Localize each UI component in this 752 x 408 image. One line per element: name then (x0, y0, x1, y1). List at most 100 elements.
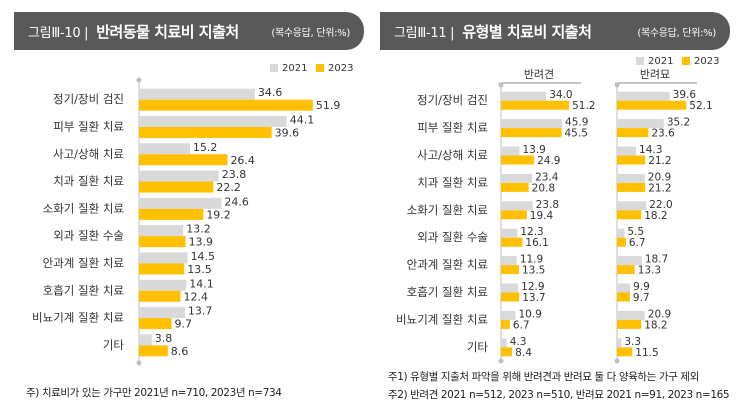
data-label-2021: 12.3 (520, 226, 543, 238)
bar-2023 (617, 265, 635, 275)
bar-2021 (139, 252, 188, 264)
data-label-2021: 23.4 (535, 171, 559, 183)
data-label-2023: 13.3 (638, 265, 661, 277)
category-label: 기타 (103, 338, 125, 352)
bar-2021 (617, 283, 631, 293)
data-label-2021: 22.0 (649, 199, 672, 211)
category-label: 호흡기 질환 치료 (43, 283, 124, 297)
data-label-2021: 15.2 (193, 141, 218, 154)
unit-label: (복수응답, 단위:%) (271, 27, 350, 39)
bar-2023 (139, 154, 228, 166)
category-label: 치과 질환 치료 (417, 175, 488, 189)
data-label-2023: 9.7 (174, 318, 192, 331)
axis-dot (614, 82, 620, 88)
data-label-2023: 8.6 (171, 345, 189, 358)
legend-label-2021: 2021 (282, 63, 307, 74)
category-label: 안과계 질환 치료 (43, 256, 124, 270)
category-label: 소화기 질환 치료 (407, 203, 488, 217)
data-label-2023: 16.1 (525, 237, 548, 249)
unit-label: (복수응답, 단위:%) (637, 27, 716, 39)
data-label-2023: 51.9 (316, 99, 341, 112)
data-label-2023: 52.1 (689, 100, 712, 112)
bar-2021 (139, 197, 222, 209)
data-label-2023: 6.7 (629, 237, 646, 249)
bar-2021 (617, 256, 642, 266)
bar-2023 (501, 292, 520, 302)
bar-2023 (139, 236, 186, 248)
axis-dot (498, 358, 504, 364)
data-label-2021: 13.2 (186, 223, 211, 236)
data-label-2021: 44.1 (290, 113, 315, 126)
bar-2023 (139, 208, 204, 220)
figure-banner-left: 그림Ⅲ-10 | 반려동물 치료비 지출처 (복수응답, 단위:%) (14, 12, 364, 50)
legend-swatch-2023 (316, 64, 324, 72)
data-label-2021: 20.9 (648, 308, 671, 320)
category-label: 정기/장비 검진 (53, 92, 124, 106)
category-label: 사고/상해 치료 (417, 148, 488, 162)
data-label-2023: 24.9 (537, 155, 560, 167)
category-label: 외과 질환 수술 (417, 230, 488, 244)
bar-2023 (139, 318, 172, 330)
figure-number: 그림Ⅲ-10 | (28, 25, 89, 41)
legend-label-2021: 2021 (648, 56, 673, 67)
bar-2021 (139, 279, 187, 291)
category-label: 사고/상해 치료 (53, 147, 124, 161)
data-label-2021: 35.2 (667, 117, 690, 129)
bar-2023 (501, 319, 510, 329)
axis-dot (136, 360, 142, 366)
bar-2021 (501, 146, 520, 156)
bar-2021 (139, 115, 287, 127)
legend-swatch-2021 (636, 57, 644, 65)
data-label-2023: 26.4 (230, 154, 255, 167)
bar-2021 (501, 310, 516, 320)
bar-2023 (139, 99, 313, 111)
data-label-2023: 21.2 (648, 182, 671, 194)
data-label-2021: 11.9 (520, 254, 543, 266)
data-label-2021: 34.0 (549, 89, 572, 101)
bar-2023 (617, 155, 646, 165)
data-label-2023: 13.9 (189, 236, 214, 249)
category-label: 호흡기 질환 치료 (407, 285, 488, 299)
data-label-2021: 24.6 (224, 195, 249, 208)
data-label-2023: 13.5 (187, 263, 212, 276)
data-label-2021: 23.8 (222, 168, 247, 181)
footnote-right-1: 주1) 유형별 지출처 파악을 위해 반려견과 반려묘 둘 다 양육하는 가구 … (388, 371, 699, 383)
bar-2021 (501, 338, 507, 348)
data-label-2023: 18.2 (644, 319, 667, 331)
bar-2021 (139, 88, 255, 100)
data-label-2021: 34.6 (258, 86, 283, 99)
bar-2021 (617, 146, 637, 156)
data-label-2021: 14.3 (639, 144, 662, 156)
bar-2023 (501, 100, 570, 110)
bar-2023 (139, 290, 181, 302)
bar-2021 (501, 228, 518, 238)
data-label-2023: 23.6 (651, 128, 675, 140)
data-label-2021: 3.8 (155, 332, 173, 345)
data-label-2021: 18.7 (645, 254, 668, 266)
data-label-2021: 3.3 (624, 336, 641, 348)
bar-2021 (617, 173, 645, 183)
bar-2023 (617, 292, 630, 302)
bar-2021 (139, 334, 152, 346)
category-label: 치과 질환 치료 (53, 174, 124, 188)
axis-dot (136, 77, 142, 83)
figure-banner-right: 그림Ⅲ-11 | 유형별 치료비 지출처 (복수응답, 단위:%) (380, 12, 730, 50)
data-label-2023: 39.6 (275, 126, 300, 139)
bar-2021 (501, 119, 563, 129)
data-label-2023: 6.7 (513, 319, 530, 331)
data-label-2021: 10.9 (518, 308, 541, 320)
bar-2021 (501, 173, 533, 183)
bar-2023 (501, 210, 527, 220)
bar-2023 (617, 128, 649, 138)
bar-2021 (139, 225, 184, 237)
legend-swatch-2023 (682, 57, 690, 65)
data-label-2021: 20.9 (648, 171, 671, 183)
bar-2021 (501, 201, 533, 211)
data-label-2023: 12.4 (184, 290, 209, 303)
legend-label-2023: 2023 (694, 56, 719, 67)
footnote-left: 주) 치료비가 있는 가구만 2021년 n=710, 2023년 n=734 (26, 387, 282, 399)
bar-2023 (139, 181, 214, 193)
data-label-2021: 23.8 (536, 199, 559, 211)
data-label-2021: 13.7 (188, 305, 213, 318)
